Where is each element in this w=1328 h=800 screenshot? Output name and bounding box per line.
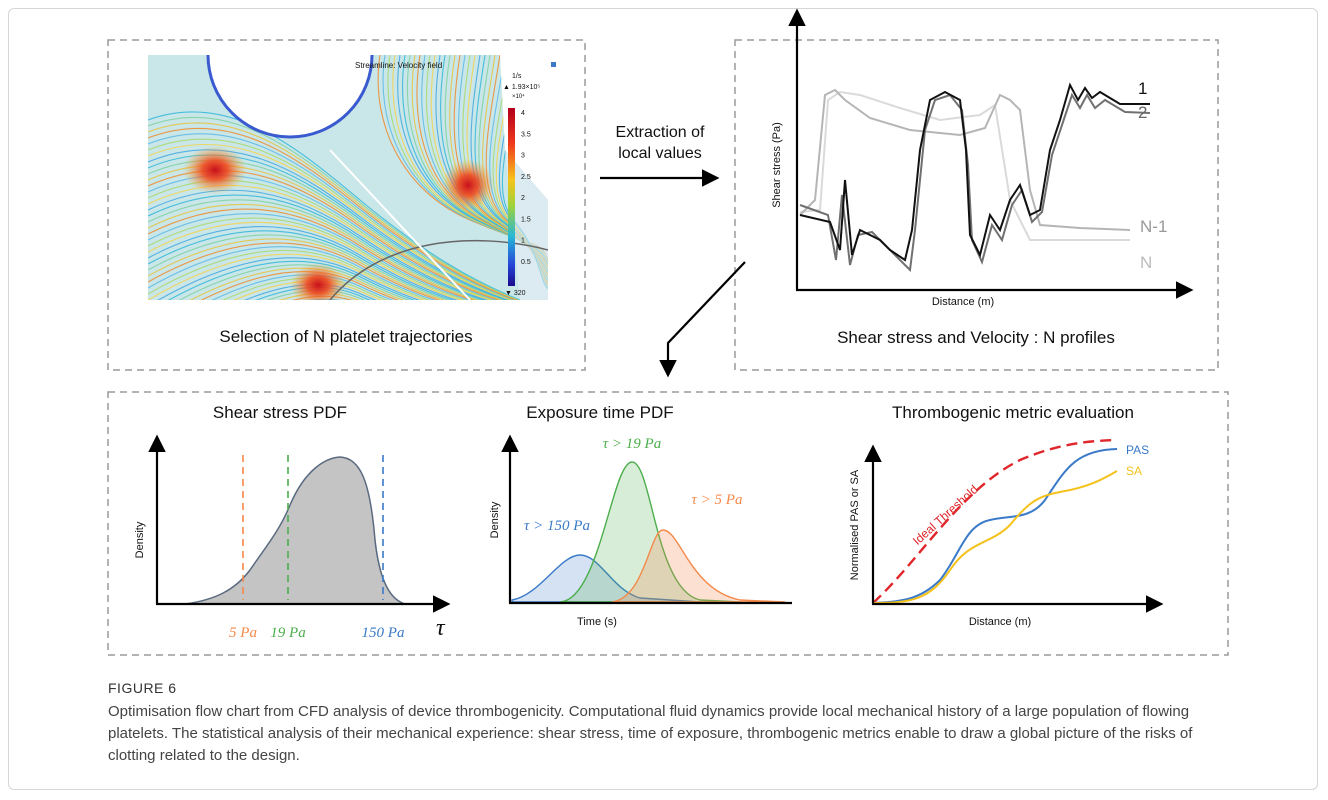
- x-axis-label: Distance (m): [932, 296, 994, 308]
- threshold-label: 5 Pa: [229, 625, 257, 641]
- body: Streamline: Velocity field 1/s ▲ 1.93×10…: [0, 0, 1328, 800]
- density-curve: [185, 457, 405, 604]
- plot-title: Shear stress PDF: [213, 403, 347, 422]
- threshold-label: 150 Pa: [362, 625, 405, 641]
- metric-curve: [873, 449, 1117, 603]
- plot-title: Thrombogenic metric evaluation: [892, 403, 1134, 422]
- plot-title: Exposure time PDF: [526, 403, 673, 422]
- panel-caption: Selection of N platelet trajectories: [219, 327, 472, 346]
- arrow-label: Extraction of: [616, 124, 705, 141]
- caption-text: Optimisation flow chart from CFD analysi…: [108, 701, 1228, 767]
- hotspot: [183, 146, 247, 194]
- curve-label: PAS: [1126, 443, 1149, 457]
- colorbar-tick-label: 2: [521, 195, 525, 202]
- colorbar-tick-label: 3.5: [521, 131, 531, 138]
- x-axis-label: Distance (m): [969, 616, 1031, 628]
- profile-curve: [800, 85, 1150, 260]
- caption-label: FIGURE 6: [108, 680, 1228, 696]
- panel-caption: Shear stress and Velocity : N profiles: [837, 328, 1115, 347]
- y-axis-label: Density: [134, 521, 146, 558]
- colorbar-unit: 1/s: [512, 73, 522, 80]
- curve-label: SA: [1126, 464, 1142, 478]
- flow-arrow: [668, 262, 745, 374]
- streamline: [148, 302, 520, 390]
- colorbar-min: ▼ 320: [505, 290, 526, 297]
- curve-label: N: [1140, 253, 1152, 272]
- hotspot: [442, 159, 494, 211]
- curve-label: τ > 5 Pa: [692, 492, 743, 508]
- x-axis-label: Time (s): [577, 616, 617, 628]
- threshold-curve: [873, 440, 1115, 603]
- y-axis-label: Shear stress (Pa): [771, 122, 783, 208]
- colorbar-tick-label: 2.5: [521, 174, 531, 181]
- curve-label: τ > 150 Pa: [524, 518, 590, 534]
- colorbar-tick-label: 1: [521, 238, 525, 245]
- colorbar-tick-label: 4: [521, 110, 525, 117]
- profile-curve: [800, 90, 1130, 230]
- threshold-label: Ideal Threshold: [910, 482, 981, 548]
- y-axis-label: Normalised PAS or SA: [849, 469, 861, 580]
- colorbar-tick-label: 3: [521, 153, 525, 160]
- curve-label: N-1: [1140, 217, 1167, 236]
- colorbar: [508, 108, 515, 286]
- cfd-title: Streamline: Velocity field: [355, 61, 442, 70]
- cfd-icon: [551, 62, 556, 67]
- colorbar-tick-label: 1.5: [521, 216, 531, 223]
- y-axis-label: Density: [489, 501, 501, 538]
- colorbar-scale: ×10⁴: [512, 93, 525, 100]
- x-axis-label: τ: [436, 615, 446, 641]
- figure-caption: FIGURE 6 Optimisation flow chart from CF…: [108, 680, 1228, 767]
- figure: Streamline: Velocity field 1/s ▲ 1.93×10…: [0, 0, 1328, 670]
- page: Figure 6 { "figure": { "trajectories_pan…: [0, 0, 1328, 800]
- panel-frame: [108, 392, 1228, 655]
- curve-label: 2: [1138, 103, 1147, 122]
- colorbar-tick-label: 0.5: [521, 259, 531, 266]
- arrow-label: local values: [618, 145, 702, 162]
- profile-curves: [800, 85, 1150, 270]
- curve-label: τ > 19 Pa: [603, 436, 661, 452]
- curve-label: 1: [1138, 79, 1147, 98]
- colorbar-max: ▲ 1.93×10⁵: [503, 84, 540, 91]
- hotspot: [290, 263, 346, 307]
- threshold-label: 19 Pa: [270, 625, 305, 641]
